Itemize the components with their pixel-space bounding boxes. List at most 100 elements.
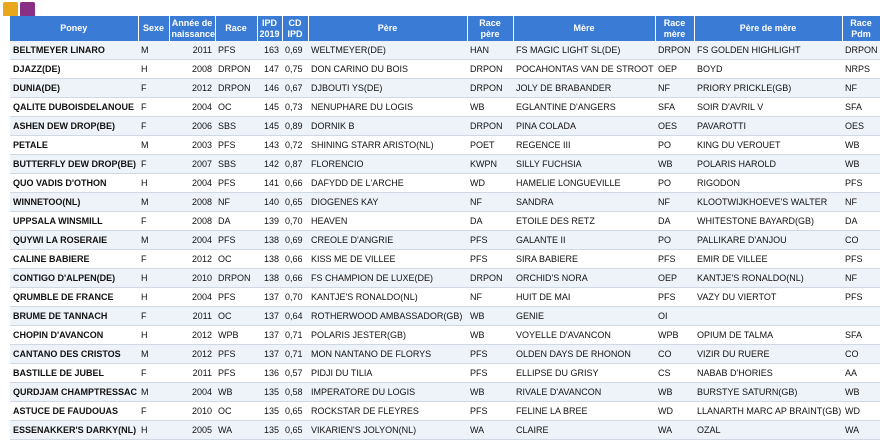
row-spacer	[0, 193, 10, 212]
cell-ipd: 147	[257, 59, 282, 79]
cell-pere-de-mere: KLOOTWIJKHOEVE'S WALTER	[694, 192, 842, 212]
table-row: DJAZZ(DE) H 2008 DRPON 147 0,75 DON CARINO DU …	[0, 59, 880, 79]
cell-ipd: 140	[257, 192, 282, 212]
cell-poney: UPPSALA WINSMILL	[10, 211, 138, 231]
cell-race: PFS	[215, 344, 257, 364]
cell-cd: 0,65	[282, 420, 308, 440]
cell-sexe: M	[138, 41, 169, 60]
cell-race-pere: NF	[467, 287, 513, 307]
cell-sexe: M	[138, 344, 169, 364]
cell-race-pdm: PFS	[842, 173, 880, 193]
cell-annee: 2011	[169, 306, 215, 326]
cell-pere: ROCKSTAR DE FLEYRES	[308, 401, 467, 421]
cell-annee: 2008	[169, 192, 215, 212]
header-mere[interactable]: Mère	[513, 16, 656, 41]
cell-ipd: 143	[257, 135, 282, 155]
row-spacer	[0, 383, 10, 402]
row-spacer	[0, 231, 10, 250]
cell-pere-de-mere: OPIUM DE TALMA	[694, 325, 842, 345]
cell-ipd: 138	[257, 268, 282, 288]
header-annee[interactable]: Année de naissance	[169, 16, 216, 41]
cell-race-pdm: NF	[842, 192, 880, 212]
cell-poney: QALITE DUBOISDELANOUE	[10, 97, 138, 117]
cell-race-pdm: WB	[842, 154, 880, 174]
header-cd[interactable]: CD IPD	[282, 16, 309, 41]
header-race-pere[interactable]: Race père	[467, 16, 514, 41]
cell-pere-de-mere: NABAB D'HORIES	[694, 363, 842, 383]
cell-race-mere: OEP	[655, 59, 694, 79]
cell-ipd: 135	[257, 401, 282, 421]
cell-pere: WELTMEYER(DE)	[308, 41, 467, 60]
cell-race-pere: WB	[467, 382, 513, 402]
cell-pere-de-mere: EMIR DE VILLEE	[694, 249, 842, 269]
cell-pere-de-mere: SOIR D'AVRIL V	[694, 97, 842, 117]
cell-race-mere: NF	[655, 78, 694, 98]
row-spacer	[0, 79, 10, 98]
header-race-pdm[interactable]: Race Pdm	[842, 16, 880, 41]
cell-race-mere: WA	[655, 420, 694, 440]
cell-race-mere: OI	[655, 306, 694, 326]
cell-race-pere: WB	[467, 306, 513, 326]
header-pere[interactable]: Père	[308, 16, 468, 41]
cell-ipd: 142	[257, 154, 282, 174]
cell-race: OC	[215, 306, 257, 326]
cell-mere: ETOILE DES RETZ	[513, 211, 655, 231]
cell-race-pdm: WB	[842, 382, 880, 402]
cell-race: OC	[215, 97, 257, 117]
cell-race: PFS	[215, 363, 257, 383]
row-spacer	[0, 269, 10, 288]
table-row: QUO VADIS D'OTHON H 2004 PFS 141 0,66 DAFYDD D…	[0, 173, 880, 193]
cell-race-pere: PFS	[467, 344, 513, 364]
cell-poney: QUO VADIS D'OTHON	[10, 173, 138, 193]
cell-pere: MON NANTANO DE FLORYS	[308, 344, 467, 364]
cell-ipd: 163	[257, 41, 282, 60]
table-row: CANTANO DES CRISTOS M 2012 PFS 137 0,71 MON NA…	[0, 344, 880, 364]
cell-annee: 2005	[169, 420, 215, 440]
cell-race-pdm: CO	[842, 230, 880, 250]
row-spacer	[0, 212, 10, 231]
cell-race-pdm: NF	[842, 78, 880, 98]
cell-mere: ELLIPSE DU GRISY	[513, 363, 655, 383]
cell-cd: 0,65	[282, 401, 308, 421]
table-row: BASTILLE DE JUBEL F 2011 PFS 136 0,57 PIDJI DU…	[0, 363, 880, 383]
table-row: QURDJAM CHAMPTRESSAC M 2004 WB 135 0,58 IMPERA…	[0, 382, 880, 402]
header-sexe[interactable]: Sexe	[138, 16, 170, 41]
cell-race-mere: PFS	[655, 249, 694, 269]
cell-pere: ROTHERWOOD AMBASSADOR(GB)	[308, 306, 467, 326]
cell-pere: IMPERATORE DU LOGIS	[308, 382, 467, 402]
cell-mere: REGENCE III	[513, 135, 655, 155]
cell-sexe: M	[138, 192, 169, 212]
header-poney[interactable]: Poney	[10, 16, 139, 41]
cell-race-pere: PFS	[467, 230, 513, 250]
cell-sexe: M	[138, 230, 169, 250]
cell-ipd: 137	[257, 306, 282, 326]
cell-poney: DUNIA(DE)	[10, 78, 138, 98]
cell-race-pere: WB	[467, 325, 513, 345]
cell-pere: DON CARINO DU BOIS	[308, 59, 467, 79]
cell-mere: ORCHID'S NORA	[513, 268, 655, 288]
row-spacer	[0, 421, 10, 440]
table-row: BUTTERFLY DEW DROP(BE) F 2007 SBS 142 0,87 FLO…	[0, 154, 880, 174]
table-row: PETALE M 2003 PFS 143 0,72 SHINING STARR ARIST…	[0, 135, 880, 155]
cell-mere: VOYELLE D'AVANCON	[513, 325, 655, 345]
row-spacer	[0, 155, 10, 174]
header-race-mere[interactable]: Race mère	[655, 16, 695, 41]
cell-pere: DJBOUTI YS(DE)	[308, 78, 467, 98]
header-ipd[interactable]: IPD 2019	[257, 16, 283, 41]
logo-square-orange	[3, 2, 18, 17]
cell-mere: JOLY DE BRABANDER	[513, 78, 655, 98]
header-pere-de-mere[interactable]: Père de mère	[694, 16, 843, 41]
cell-race-pere: DRPON	[467, 78, 513, 98]
cell-poney: BRUME DE TANNACH	[10, 306, 138, 326]
cell-mere: OLDEN DAYS DE RHONON	[513, 344, 655, 364]
header-race[interactable]: Race	[215, 16, 258, 41]
cell-race-mere: CS	[655, 363, 694, 383]
cell-race-pdm: DA	[842, 211, 880, 231]
cell-cd: 0,72	[282, 135, 308, 155]
cell-sexe: M	[138, 135, 169, 155]
cell-cd: 0,58	[282, 382, 308, 402]
cell-annee: 2008	[169, 211, 215, 231]
cell-race-pere: WA	[467, 420, 513, 440]
cell-pere: HEAVEN	[308, 211, 467, 231]
cell-ipd: 141	[257, 173, 282, 193]
